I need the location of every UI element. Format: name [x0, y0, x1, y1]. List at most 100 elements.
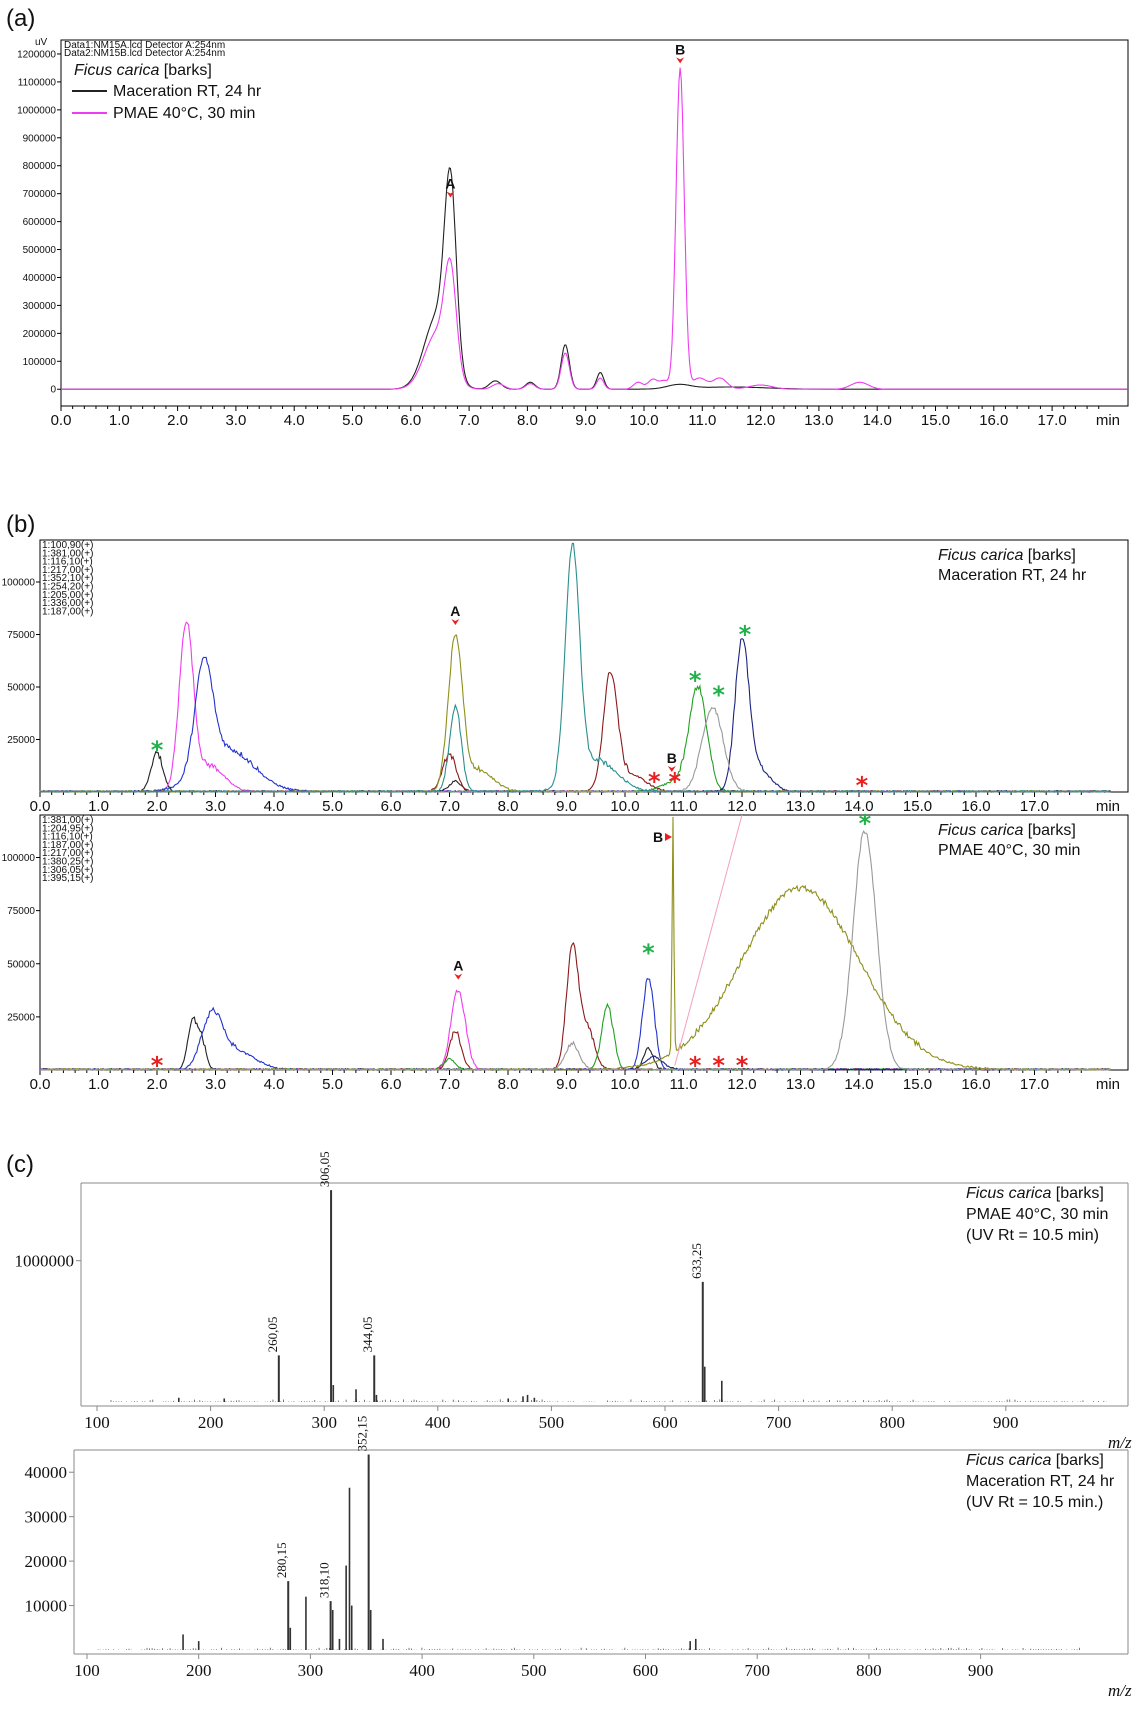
x-tick-label: 4.0 [284, 412, 305, 429]
series-line-5 [39, 638, 1111, 793]
green-star-marker: * [712, 681, 725, 709]
series-line-1 [39, 621, 1111, 793]
peak-label-B: B [667, 750, 677, 766]
x-tick-label: 2.0 [147, 798, 168, 815]
y-tick-label: 30000 [25, 1508, 68, 1527]
y-tick-label: 75000 [7, 906, 35, 917]
x-tick-label: 6.0 [381, 1076, 402, 1093]
file-label-1: Data1:NM15A.lcd Detector A:254nm [64, 40, 225, 51]
x-tick-label: 300 [298, 1661, 324, 1680]
chart-b-pmae-eic: 0.0 1.0 2.0 3.0 4.0 5.0 6.0 7.0 8.0 9.0 10.0 11.0 12… [2, 809, 1129, 1093]
ion-legend-7: 1:336,00(+) [42, 598, 93, 609]
sample-note-line1: Ficus carica [barks] [966, 1452, 1104, 1469]
ion-legend-4: 1:217,00(+) [42, 848, 93, 859]
ion-legend-6: 1:205,00(+) [42, 590, 93, 601]
x-tick-label: 10.0 [629, 412, 658, 429]
ion-legend-3: 1:217,00(+) [42, 565, 93, 576]
x-tick-label: 9.0 [556, 1076, 577, 1093]
x-tick-label: 11.0 [688, 412, 716, 429]
x-tick-label: 800 [856, 1661, 882, 1680]
pink-diagonal-line [674, 814, 743, 1066]
x-tick-label: 10.0 [610, 798, 639, 815]
legend-entry-0: Maceration RT, 24 hr [113, 83, 262, 100]
ion-legend-0: 1:100,90(+) [42, 540, 93, 551]
x-tick-label: 2.0 [167, 412, 188, 429]
x-tick-label: 200 [186, 1661, 212, 1680]
peak-mz-label: 260,05 [265, 1317, 280, 1353]
x-tick-label: 16.0 [979, 412, 1008, 429]
series-line-2 [39, 977, 1111, 1071]
x-tick-label: 12.0 [727, 1076, 756, 1093]
green-star-marker: * [859, 809, 872, 837]
chart-c-maceration-mass-spectrum: 100 200 300 400 500 600 700 800 900 m/z 10000 20000… [25, 1416, 1133, 1700]
y-tick-label: 700000 [23, 189, 57, 200]
x-tick-label: 2.0 [147, 1076, 168, 1093]
y-tick-label: 100000 [2, 578, 36, 589]
x-tick-label: 800 [879, 1413, 905, 1432]
green-star-marker: * [689, 667, 702, 695]
x-tick-label: 4.0 [264, 798, 285, 815]
sample-note-line1: Ficus carica [barks] [938, 822, 1076, 839]
peak-label-A: A [445, 175, 455, 191]
x-tick-label: 1.0 [88, 1076, 109, 1093]
series-line-4 [39, 683, 1111, 793]
sample-note-line2: Maceration RT, 24 hr [966, 1473, 1115, 1490]
legend-title: Ficus carica [barks] [74, 62, 212, 79]
x-tick-label: 200 [198, 1413, 224, 1432]
x-axis-label: m/z [1108, 1433, 1132, 1452]
ion-legend-2: 1:116,10(+) [42, 832, 93, 843]
x-tick-label: 13.0 [804, 412, 833, 429]
green-star-marker: * [151, 736, 164, 764]
sample-note-line3: (UV Rt = 10.5 min) [966, 1227, 1099, 1244]
x-tick-label: 3.0 [225, 412, 246, 429]
x-tick-label: 15.0 [921, 412, 950, 429]
x-tick-label: 17.0 [1020, 1076, 1049, 1093]
x-tick-label: 8.0 [498, 798, 519, 815]
x-tick-label: 5.0 [342, 412, 363, 429]
x-tick-label: 9.0 [575, 412, 596, 429]
x-tick-label: 13.0 [786, 1076, 815, 1093]
series-line-7 [39, 829, 1111, 1071]
y-tick-label: 1100000 [18, 77, 57, 88]
x-tick-label: 900 [993, 1413, 1019, 1432]
x-tick-label: 4.0 [264, 1076, 285, 1093]
x-tick-label: 1.0 [109, 412, 130, 429]
y-tick-label: 10000 [25, 1597, 68, 1616]
series-line-8 [39, 542, 1111, 793]
x-tick-label: 6.0 [381, 798, 402, 815]
y-tick-label: 400000 [23, 273, 57, 284]
x-tick-label: 500 [521, 1661, 547, 1680]
y-tick-label: 1000000 [17, 105, 56, 116]
y-axis-label: uV [35, 37, 48, 48]
x-tick-label: 16.0 [961, 1076, 990, 1093]
series-line-2 [39, 656, 1111, 793]
x-tick-label: 400 [425, 1413, 451, 1432]
peak-label-B: B [675, 41, 685, 57]
peak-mz-label: 352,15 [355, 1416, 370, 1452]
x-tick-label: 6.0 [400, 412, 421, 429]
x-tick-label: 15.0 [903, 798, 932, 815]
x-tick-label: 5.0 [322, 1076, 343, 1093]
chart-c-pmae-mass-spectrum: 100 200 300 400 500 600 700 800 900 m/z 1000000 260… [15, 1151, 1133, 1452]
peak-arrow-B [676, 57, 685, 64]
x-tick-label: 5.0 [322, 798, 343, 815]
y-tick-label: 800000 [23, 161, 57, 172]
series-line-1 [39, 989, 1111, 1071]
peak-label-A: A [453, 958, 463, 974]
x-axis-label: min [1096, 1076, 1120, 1093]
x-tick-label: 900 [968, 1661, 994, 1680]
peak-mz-label: 633,25 [689, 1243, 704, 1279]
y-tick-label: 50000 [7, 683, 35, 694]
y-tick-label: 500000 [23, 245, 57, 256]
x-tick-label: 8.0 [517, 412, 538, 429]
x-tick-label: 17.0 [1037, 412, 1066, 429]
peak-mz-label: 280,15 [274, 1542, 289, 1578]
x-tick-label: 8.0 [498, 1076, 519, 1093]
x-tick-label: 0.0 [30, 798, 51, 815]
y-tick-label: 900000 [23, 133, 57, 144]
x-tick-label: 11.0 [669, 1076, 697, 1093]
peak-arrow-B [664, 833, 672, 841]
x-tick-label: 14.0 [844, 1076, 873, 1093]
legend-entry-1: PMAE 40°C, 30 min [113, 105, 255, 122]
